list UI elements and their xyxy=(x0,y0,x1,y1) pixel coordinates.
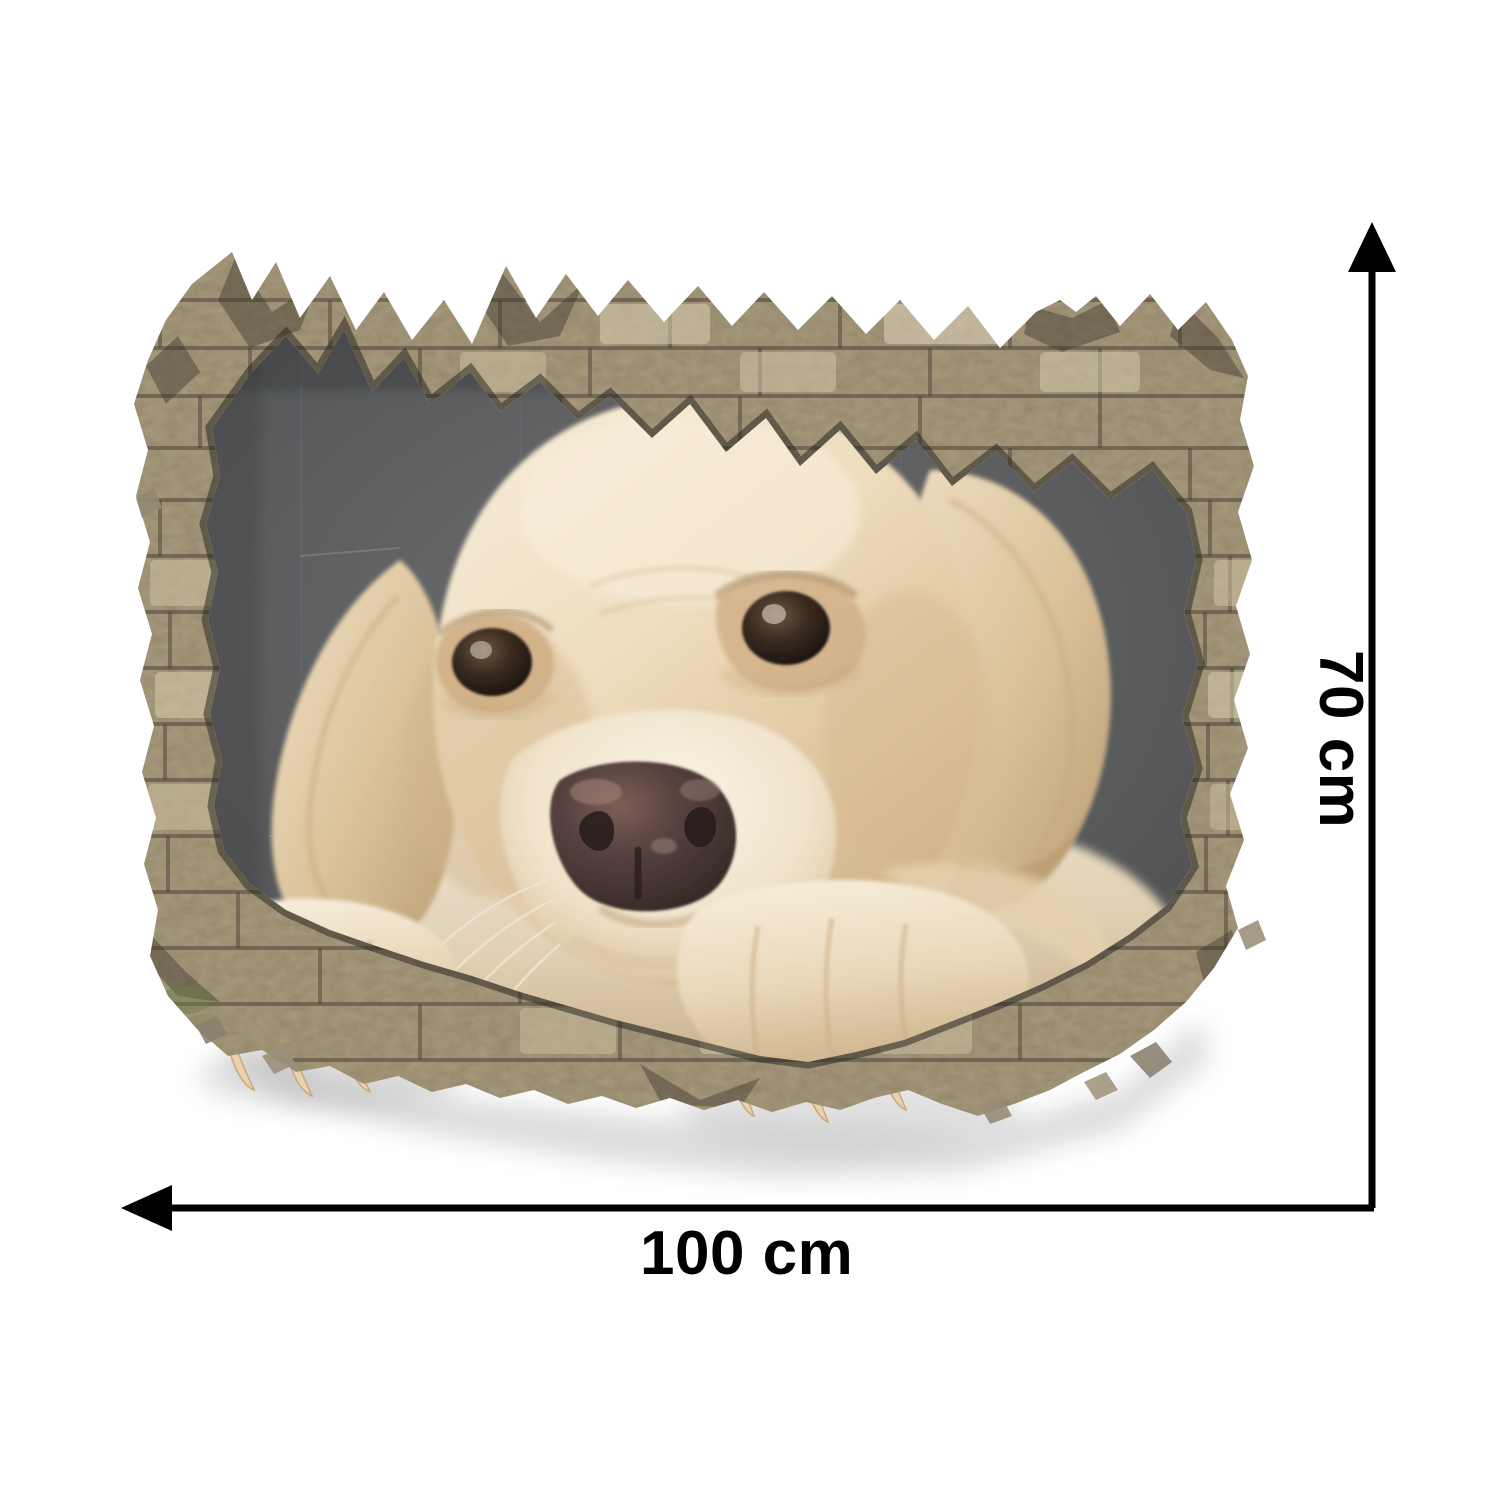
broken-stone-wall-frame xyxy=(100,230,1280,1130)
width-dimension-label: 100 cm xyxy=(640,1219,854,1288)
sticker-drop-shadow xyxy=(218,1020,1210,1178)
wall-debris xyxy=(136,488,1266,1124)
height-dimension-label: 70 cm xyxy=(1306,650,1375,829)
